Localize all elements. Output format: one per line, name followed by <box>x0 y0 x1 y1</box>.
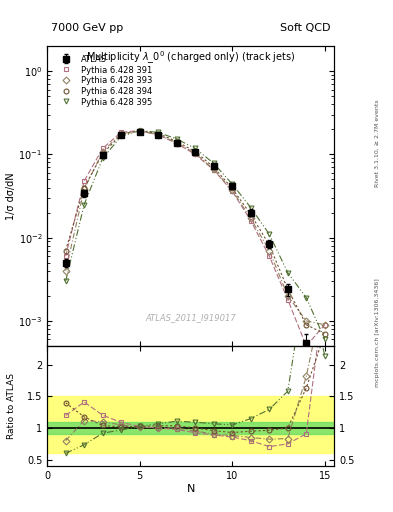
Text: ATLAS_2011_I919017: ATLAS_2011_I919017 <box>145 313 236 322</box>
Pythia 6.428 395 <box>137 127 142 134</box>
Text: Soft QCD: Soft QCD <box>280 23 330 33</box>
Pythia 6.428 394 <box>100 151 105 157</box>
Bar <box>47 422 334 434</box>
Pythia 6.428 395 <box>82 201 86 207</box>
Pythia 6.428 395 <box>156 129 161 135</box>
Pythia 6.428 393 <box>100 148 105 155</box>
Text: Rivet 3.1.10, ≥ 2.7M events: Rivet 3.1.10, ≥ 2.7M events <box>375 99 380 187</box>
Pythia 6.428 394 <box>248 211 253 218</box>
Text: mcplots.cern.ch [arXiv:1306.3436]: mcplots.cern.ch [arXiv:1306.3436] <box>375 279 380 387</box>
Pythia 6.428 394 <box>119 132 123 138</box>
Pythia 6.428 391 <box>285 296 290 303</box>
Pythia 6.428 391 <box>230 188 235 195</box>
Pythia 6.428 395 <box>193 145 198 152</box>
Pythia 6.428 393 <box>119 131 123 137</box>
Pythia 6.428 391 <box>156 132 161 138</box>
Pythia 6.428 395 <box>304 294 309 301</box>
Pythia 6.428 393 <box>248 216 253 222</box>
Text: 7000 GeV pp: 7000 GeV pp <box>51 23 123 33</box>
Pythia 6.428 391 <box>193 152 198 158</box>
Pythia 6.428 391 <box>63 253 68 259</box>
Pythia 6.428 394 <box>322 331 327 337</box>
Pythia 6.428 394 <box>82 184 86 190</box>
Pythia 6.428 391 <box>137 127 142 134</box>
Pythia 6.428 395 <box>248 204 253 210</box>
Pythia 6.428 395 <box>211 160 216 166</box>
Pythia 6.428 393 <box>322 322 327 328</box>
Pythia 6.428 395 <box>230 181 235 187</box>
Pythia 6.428 393 <box>63 268 68 274</box>
Pythia 6.428 393 <box>230 187 235 194</box>
Pythia 6.428 395 <box>63 278 68 284</box>
Pythia 6.428 393 <box>82 186 86 193</box>
Line: Pythia 6.428 393: Pythia 6.428 393 <box>63 129 327 327</box>
Pythia 6.428 394 <box>137 127 142 134</box>
Pythia 6.428 394 <box>267 242 272 248</box>
Pythia 6.428 391 <box>211 167 216 173</box>
Pythia 6.428 393 <box>137 128 142 134</box>
Bar <box>47 396 334 453</box>
Y-axis label: Ratio to ATLAS: Ratio to ATLAS <box>7 373 16 439</box>
Pythia 6.428 393 <box>193 150 198 156</box>
Y-axis label: 1/σ dσ/dN: 1/σ dσ/dN <box>6 172 16 220</box>
Pythia 6.428 391 <box>267 253 272 259</box>
Pythia 6.428 394 <box>63 247 68 253</box>
Pythia 6.428 394 <box>156 131 161 137</box>
Pythia 6.428 395 <box>100 155 105 161</box>
X-axis label: N: N <box>186 483 195 494</box>
Line: Pythia 6.428 394: Pythia 6.428 394 <box>63 128 327 336</box>
Pythia 6.428 394 <box>211 164 216 170</box>
Pythia 6.428 395 <box>174 136 179 142</box>
Pythia 6.428 391 <box>248 218 253 224</box>
Pythia 6.428 391 <box>119 129 123 135</box>
Pythia 6.428 391 <box>322 322 327 328</box>
Pythia 6.428 393 <box>211 166 216 173</box>
Pythia 6.428 394 <box>285 286 290 292</box>
Pythia 6.428 394 <box>193 148 198 155</box>
Pythia 6.428 393 <box>267 247 272 253</box>
Pythia 6.428 391 <box>304 343 309 349</box>
Pythia 6.428 395 <box>267 231 272 237</box>
Pythia 6.428 391 <box>174 140 179 146</box>
Pythia 6.428 394 <box>304 322 309 328</box>
Line: Pythia 6.428 395: Pythia 6.428 395 <box>63 128 327 342</box>
Pythia 6.428 391 <box>100 145 105 152</box>
Legend: ATLAS, Pythia 6.428 391, Pythia 6.428 393, Pythia 6.428 394, Pythia 6.428 395: ATLAS, Pythia 6.428 391, Pythia 6.428 39… <box>54 53 154 108</box>
Pythia 6.428 393 <box>174 140 179 146</box>
Pythia 6.428 391 <box>82 178 86 184</box>
Pythia 6.428 394 <box>230 185 235 191</box>
Pythia 6.428 393 <box>285 293 290 299</box>
Pythia 6.428 393 <box>156 132 161 138</box>
Pythia 6.428 395 <box>322 336 327 343</box>
Pythia 6.428 395 <box>119 133 123 139</box>
Pythia 6.428 393 <box>304 318 309 324</box>
Pythia 6.428 394 <box>174 138 179 144</box>
Line: Pythia 6.428 391: Pythia 6.428 391 <box>63 128 327 348</box>
Text: Multiplicity $\lambda\_0^0$ (charged only) (track jets): Multiplicity $\lambda\_0^0$ (charged onl… <box>86 49 296 66</box>
Pythia 6.428 395 <box>285 269 290 275</box>
